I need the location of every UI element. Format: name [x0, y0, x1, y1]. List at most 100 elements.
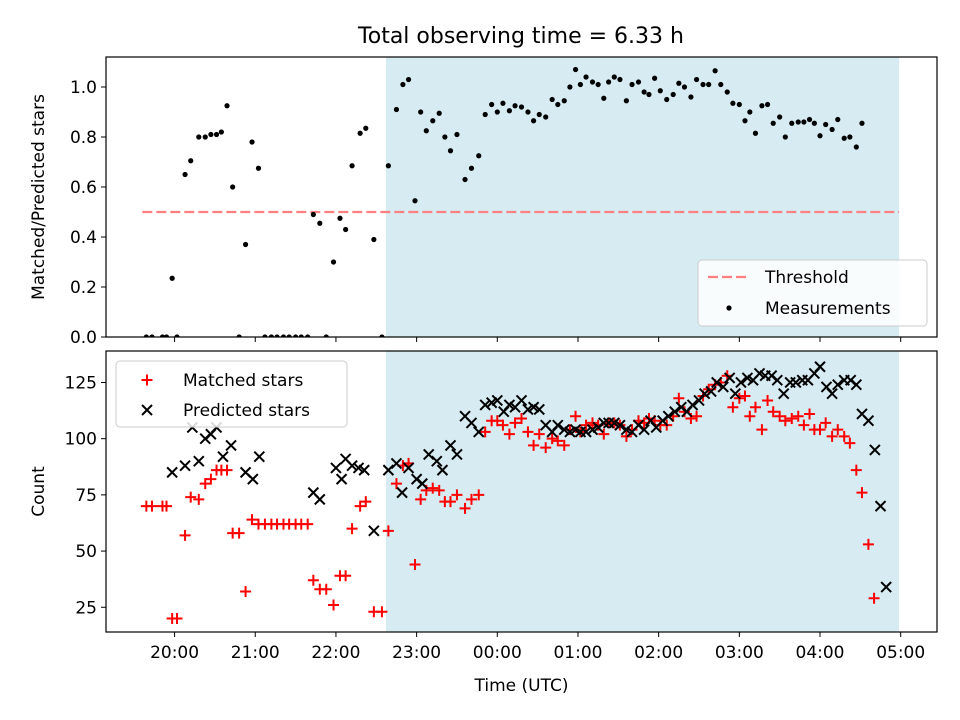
- x-tick-label: 21:00: [231, 643, 280, 663]
- measurement-point: [525, 109, 531, 115]
- matched-star-point: [533, 428, 545, 440]
- matched-star-point: [185, 491, 197, 503]
- measurement-point: [323, 334, 329, 337]
- measurement-point: [736, 101, 742, 108]
- measurement-point: [835, 116, 841, 123]
- measurement-point: [853, 144, 859, 150]
- matched-star-point: [744, 410, 756, 422]
- measurement-point: [500, 100, 506, 106]
- matched-star-point: [509, 417, 521, 429]
- measurement-point: [400, 81, 406, 88]
- matched-star-point: [580, 419, 592, 431]
- measurement-point: [357, 130, 363, 136]
- predicted-star-point: [444, 439, 457, 452]
- measurement-point: [742, 118, 748, 124]
- matched-star-point: [838, 430, 850, 442]
- predicted-star-point: [698, 388, 711, 400]
- measurement-point: [700, 81, 706, 88]
- measurement-point: [236, 334, 242, 337]
- measurement-point: [405, 76, 412, 83]
- predicted-star-point: [717, 381, 729, 393]
- measurement-point: [343, 226, 349, 233]
- matched-star-point: [146, 500, 158, 512]
- matched-star-point: [354, 500, 366, 512]
- matched-star-point: [376, 606, 388, 618]
- measurement-point: [468, 165, 475, 171]
- measurement-point: [349, 163, 355, 169]
- measurement-point: [536, 111, 542, 118]
- measurement-point: [442, 134, 448, 140]
- measurement-point: [262, 334, 268, 337]
- measurement-point: [724, 89, 730, 95]
- measurement-point: [759, 103, 765, 109]
- measurement-point: [577, 81, 583, 88]
- measurement-point: [208, 131, 214, 138]
- measurement-point: [163, 334, 170, 337]
- predicted-star-point: [533, 403, 545, 416]
- predicted-star-point: [247, 473, 259, 485]
- matched-star-point: [779, 415, 791, 427]
- matched-star-point: [205, 473, 217, 485]
- figure-title: Total observing time = 6.33 h: [357, 24, 684, 49]
- matched-star-point: [193, 493, 205, 505]
- measurement-point: [218, 129, 224, 135]
- measurement-point: [801, 119, 807, 125]
- measurement-point: [777, 114, 783, 120]
- measurement-point: [436, 110, 442, 116]
- y-tick-label: 1.0: [70, 78, 97, 98]
- measurement-point: [770, 120, 776, 126]
- measurement-point: [730, 100, 736, 106]
- measurement-point: [337, 215, 343, 221]
- matched-star-point: [491, 415, 503, 427]
- measurement-point: [718, 81, 724, 88]
- legend-measurements-swatch: [726, 305, 732, 311]
- matched-star-point: [161, 500, 173, 512]
- matched-star-point: [451, 489, 463, 501]
- x-axis-label: Time (UTC): [474, 676, 569, 696]
- predicted-star-point: [614, 419, 626, 431]
- predicted-star-point: [390, 457, 403, 470]
- measurement-point: [379, 334, 385, 337]
- predicted-star-point: [358, 464, 370, 476]
- measurement-point: [430, 118, 436, 124]
- legend-predicted-swatch: [141, 404, 153, 416]
- matched-star-point: [546, 433, 558, 445]
- matched-star-point: [240, 586, 252, 598]
- x-tick-label: 20:00: [150, 643, 199, 663]
- predicted-star-point: [874, 500, 887, 512]
- night-shade-span: [385, 351, 900, 632]
- measurement-point: [255, 165, 262, 171]
- legend-box: [697, 259, 928, 327]
- predicted-star-point: [166, 466, 178, 479]
- predicted-star-point: [179, 459, 191, 472]
- axes-frame: [105, 350, 938, 633]
- axes-frame: [105, 56, 938, 338]
- matched-star-point: [552, 435, 564, 447]
- matched-star-point: [540, 442, 552, 454]
- y-tick-label: 50: [75, 542, 97, 562]
- matched-star-point: [497, 419, 509, 431]
- predicted-star-point: [346, 459, 358, 472]
- y-tick-label: 0.0: [70, 328, 97, 348]
- predicted-star-point: [368, 525, 380, 537]
- matched-star-point: [856, 487, 868, 499]
- measurement-point: [811, 120, 817, 126]
- measurement-point: [418, 109, 424, 115]
- y-axis-label: Matched/Predicted stars: [29, 94, 49, 300]
- measurement-point: [196, 134, 202, 140]
- measurement-point: [601, 95, 607, 101]
- measurement-point: [393, 106, 400, 113]
- measurement-point: [635, 79, 642, 85]
- measurement-point: [423, 128, 429, 134]
- measurement-point: [462, 176, 468, 183]
- measurement-point: [747, 109, 753, 115]
- measurement-point: [482, 111, 488, 118]
- measurement-point: [230, 184, 236, 190]
- measurement-point: [182, 171, 188, 178]
- measurement-point: [143, 334, 149, 337]
- predicted-star-point: [416, 477, 428, 490]
- measurement-point: [806, 116, 813, 123]
- predicted-star-point: [705, 385, 717, 398]
- matched-star-point: [171, 613, 183, 625]
